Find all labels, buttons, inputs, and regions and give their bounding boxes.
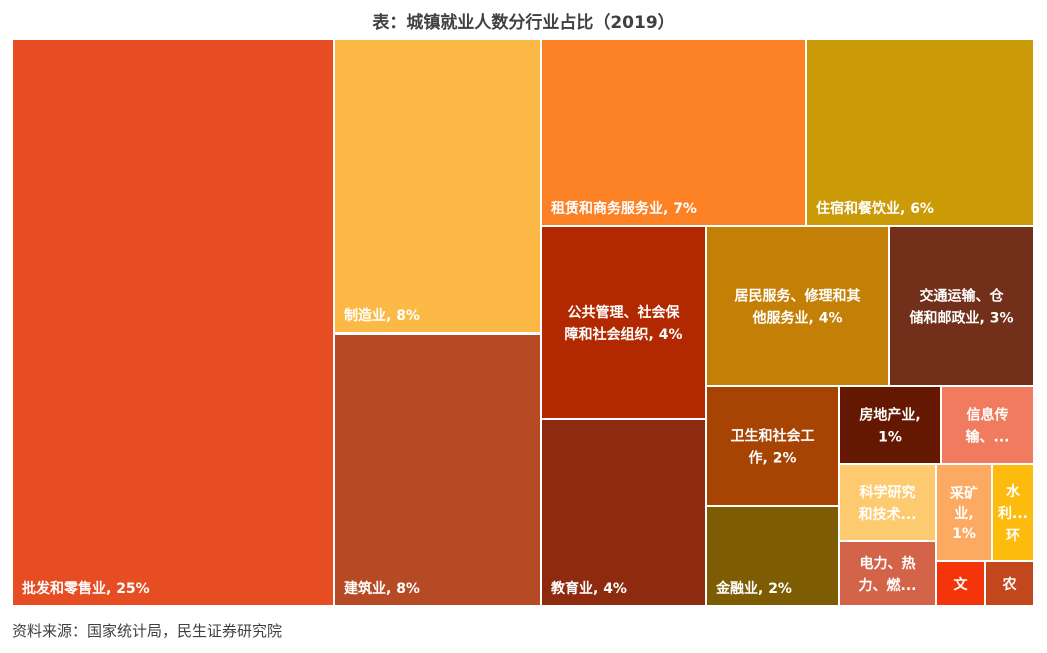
tile-9-label: 储和邮政业, 3% [909, 309, 1014, 326]
tile-12-label: 1% [878, 429, 902, 445]
tile-17-label: 电力、热 [860, 555, 916, 572]
tile-8-label: 居民服务、修理和其 [735, 287, 861, 304]
tile-4-rect [542, 40, 805, 225]
tile-12-label: 房地产业, [859, 406, 920, 423]
tile-3-rect [335, 335, 540, 605]
tile-2-label: 制造业, 8% [344, 307, 420, 324]
tile-16-label: 水 [1006, 483, 1021, 500]
tile-8-rect [707, 227, 888, 385]
tile-7-rect [542, 420, 705, 605]
tile-16-label: 利... [998, 505, 1028, 522]
tile-5-rect [807, 40, 1033, 225]
tile-11-rect [707, 507, 838, 605]
tile-15-rect [937, 465, 991, 560]
tile-5-label: 住宿和餐饮业, 6% [816, 200, 934, 217]
tile-10-rect [707, 387, 838, 505]
tile-10-label: 卫生和社会工 [731, 427, 815, 444]
tile-9-label: 交通运输、仓 [920, 287, 1005, 304]
tile-13-rect [942, 387, 1033, 463]
tile-15-label: 1% [952, 526, 976, 542]
tile-1-label: 批发和零售业, 25% [22, 580, 150, 597]
tile-15-label: 采矿 [949, 485, 978, 502]
tile-15-label: 业, [954, 506, 973, 522]
tile-17-label: 力、燃... [859, 577, 917, 594]
tile-14-label: 和技术... [859, 506, 917, 523]
tile-2-rect [335, 40, 540, 332]
tile-19-rect [986, 562, 1033, 605]
tile-10-label: 作, 2% [749, 449, 797, 466]
tile-3-label: 建筑业, 8% [344, 580, 420, 597]
tile-16-rect [993, 465, 1033, 560]
tile-18-rect [937, 562, 984, 605]
tile-12-rect [840, 387, 940, 463]
source-note: 资料来源：国家统计局，民生证券研究院 [12, 622, 283, 640]
tile-16-label: 环 [1006, 528, 1020, 544]
tile-7-label: 教育业, 4% [551, 580, 627, 597]
tile-4-label: 租赁和商务服务业, 7% [551, 200, 697, 217]
tile-13-label: 输、... [966, 428, 1010, 445]
tile-19-label: 农 [1002, 576, 1018, 593]
tile-13-label: 信息传 [967, 406, 1009, 423]
tile-6-label: 障和社会组织, 4% [565, 326, 683, 343]
tile-8-label: 他服务业, 4% [752, 309, 843, 326]
chart-title: 表：城镇就业人数分行业占比（2019） [372, 13, 675, 33]
tile-18-label: 文 [954, 576, 969, 593]
tile-6-label: 公共管理、社会保 [568, 304, 681, 321]
tile-14-rect [840, 465, 935, 540]
tile-9-rect [890, 227, 1033, 385]
tile-11-label: 金融业, 2% [715, 580, 792, 597]
tile-6-rect [542, 227, 705, 418]
tile-1-rect [13, 40, 333, 605]
tile-17-rect [840, 542, 935, 605]
tile-14-label: 科学研究 [860, 484, 916, 501]
